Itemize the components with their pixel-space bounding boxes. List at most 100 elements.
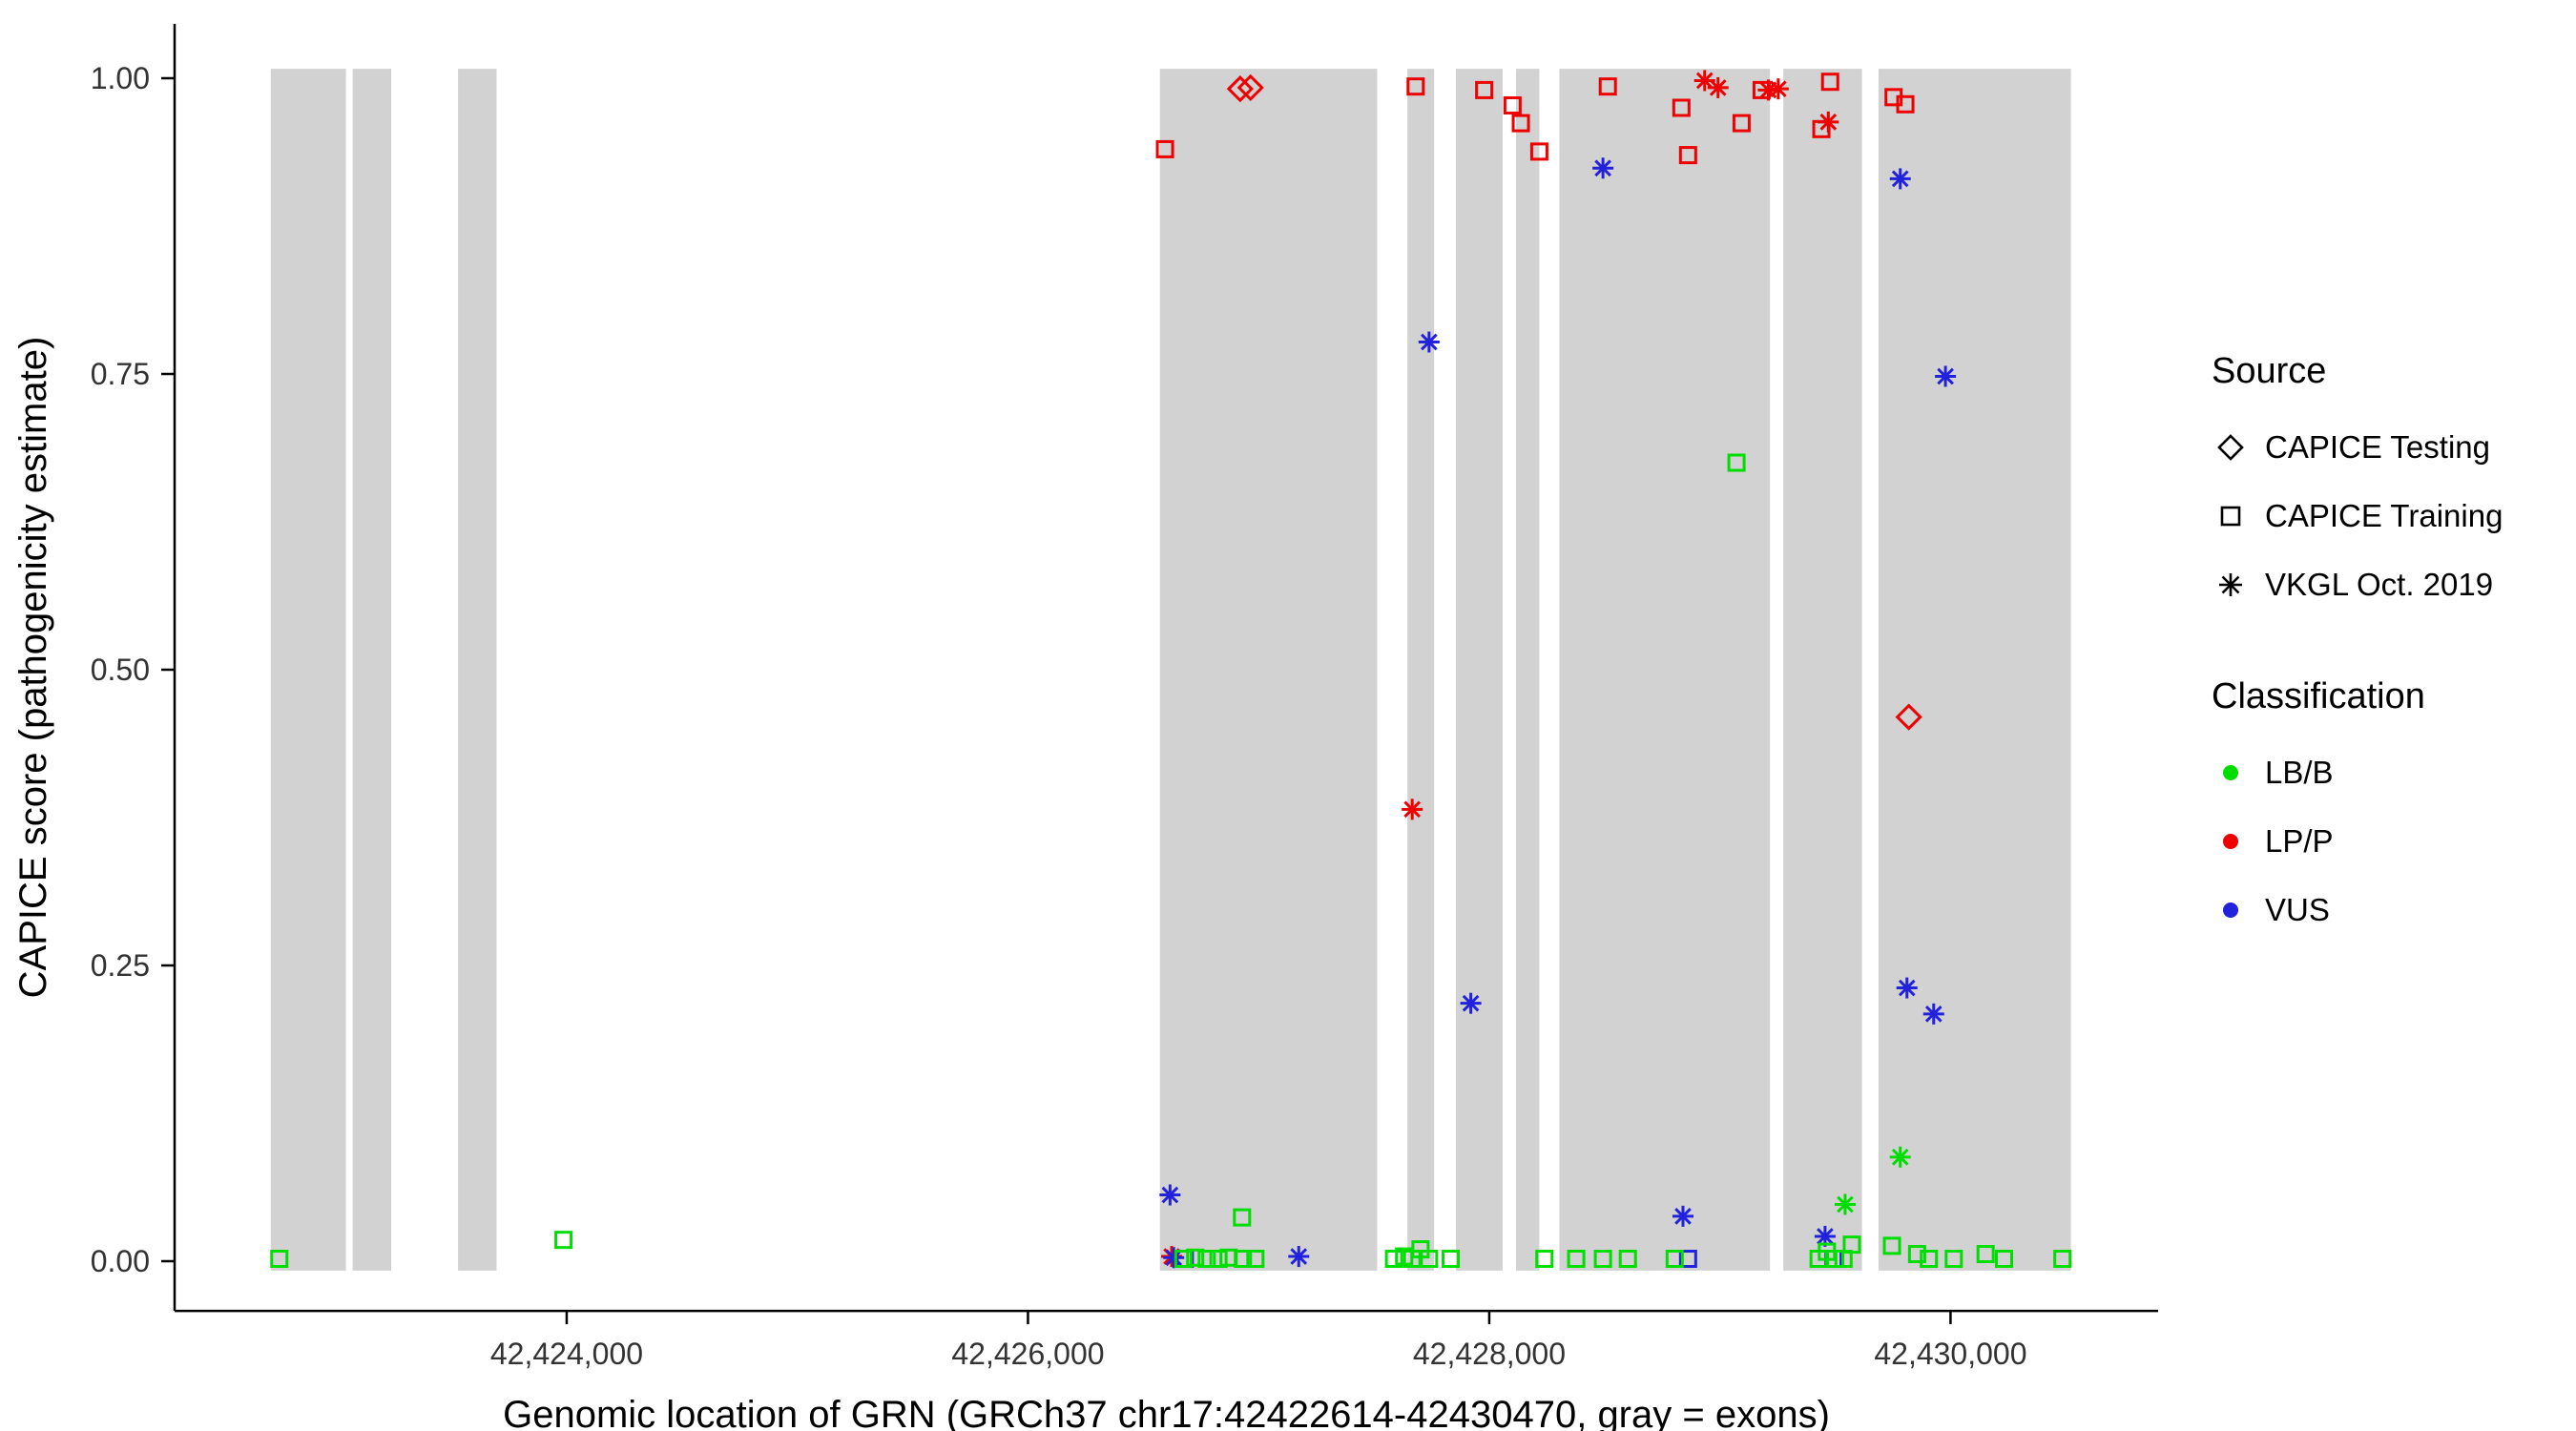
point-square (1535, 1250, 1554, 1269)
point-square (2053, 1250, 2072, 1269)
point-square (1234, 1250, 1253, 1269)
point-square (1820, 73, 1839, 92)
point-square (1907, 1245, 1926, 1264)
point-square (1503, 96, 1522, 115)
point-square (1672, 98, 1691, 117)
exon-band (1455, 69, 1503, 1271)
exon-band (1879, 69, 2071, 1271)
square-icon (2212, 495, 2265, 537)
x-tick-label: 42,430,000 (1874, 1337, 2026, 1371)
y-axis-title: CAPICE score (pathogenicity estimate) (12, 337, 54, 999)
point-asterisk (1707, 76, 1729, 98)
point-square (1155, 139, 1174, 158)
point-square (1420, 1250, 1439, 1269)
x-tick-label: 42,424,000 (490, 1337, 643, 1371)
point-asterisk (1818, 111, 1839, 133)
point-square (270, 1250, 289, 1269)
exon-band (352, 69, 391, 1271)
point-asterisk (1834, 1193, 1856, 1215)
point-asterisk (1889, 168, 1911, 190)
exon-band (270, 69, 346, 1271)
point-square (1678, 1250, 1697, 1269)
point-diamond (1895, 703, 1922, 731)
point-square (554, 1231, 573, 1250)
exon-band (458, 69, 497, 1271)
point-square (1567, 1250, 1586, 1269)
point-square (1209, 1250, 1228, 1269)
point-square (1475, 80, 1494, 99)
point-asterisk (1922, 1003, 1944, 1025)
y-tick-label: 0.75 (91, 357, 150, 391)
legend-item-vus: VUS (2212, 876, 2565, 944)
legend: Source CAPICE Testing CAPICE Training (2212, 351, 2565, 944)
point-square (1442, 1250, 1461, 1269)
point-square (1665, 1250, 1684, 1269)
asterisk-icon (2212, 564, 2265, 606)
point-square (1384, 1250, 1403, 1269)
y-tick-label: 1.00 (91, 61, 150, 95)
point-square (1678, 146, 1697, 165)
point-asterisk (1592, 157, 1614, 179)
legend-item-vkgl: VKGL Oct. 2019 (2212, 550, 2565, 619)
point-square (1618, 1250, 1637, 1269)
point-asterisk (1896, 977, 1918, 999)
point-asterisk (1672, 1205, 1694, 1227)
point-square (1732, 114, 1751, 133)
legend-item-label: VUS (2265, 892, 2330, 927)
legend-classification-group: Classification LB/B LP/P VUS (2212, 676, 2565, 944)
point-asterisk (1767, 78, 1789, 100)
legend-classification-title: Classification (2212, 676, 2425, 716)
y-tick-label: 0.50 (91, 653, 150, 687)
legend-item-label: VKGL Oct. 2019 (2265, 567, 2494, 602)
point-square (1598, 77, 1617, 96)
point-square (1896, 94, 1915, 114)
point-square (1246, 1250, 1265, 1269)
point-square (1593, 1250, 1612, 1269)
x-tick-label: 42,426,000 (951, 1337, 1104, 1371)
point-asterisk (1288, 1246, 1310, 1268)
point-diamond (1226, 75, 1254, 103)
point-square (1882, 1236, 1901, 1255)
legend-gap (2212, 619, 2565, 676)
x-axis-title: Genomic location of GRN (GRCh37 chr17:42… (503, 1394, 1830, 1431)
point-square (1233, 1208, 1252, 1227)
legend-item-lpp: LP/P (2212, 807, 2565, 876)
exon-band (1559, 69, 1771, 1271)
point-square (1920, 1250, 1939, 1269)
point-square (1186, 1248, 1205, 1267)
legend-item-label: CAPICE Testing (2265, 429, 2490, 465)
point-asterisk (1402, 798, 1423, 820)
point-asterisk (1460, 992, 1482, 1014)
point-square (1406, 77, 1425, 96)
point-asterisk (1889, 1146, 1911, 1168)
x-tick-label: 42,428,000 (1413, 1337, 1566, 1371)
point-square (1944, 1250, 1963, 1269)
point-square (1995, 1250, 2014, 1269)
point-asterisk (1159, 1184, 1181, 1206)
point-asterisk (1163, 1247, 1185, 1269)
point-square (1842, 1235, 1861, 1255)
legend-item-lbb: LB/B (2212, 738, 2565, 807)
legend-source-title: Source (2212, 351, 2327, 391)
legend-item-capice-testing: CAPICE Testing (2212, 413, 2565, 482)
point-square (1529, 142, 1548, 161)
exon-band (1515, 69, 1540, 1271)
exon-band (1407, 69, 1435, 1271)
legend-source-group: Source CAPICE Testing CAPICE Training (2212, 351, 2565, 619)
y-tick-label: 0.00 (91, 1244, 150, 1278)
blue-dot-icon (2212, 889, 2265, 931)
point-asterisk (1418, 331, 1440, 353)
point-square (1976, 1245, 1995, 1264)
point-square (1511, 114, 1530, 133)
legend-item-label: CAPICE Training (2265, 498, 2503, 533)
legend-item-label: LP/P (2265, 823, 2334, 859)
green-dot-icon (2212, 752, 2265, 794)
legend-item-capice-training: CAPICE Training (2212, 482, 2565, 550)
y-tick-label: 0.25 (91, 948, 150, 983)
diamond-icon (2212, 426, 2265, 468)
point-square (1174, 1250, 1193, 1269)
exon-band (1783, 69, 1862, 1271)
red-dot-icon (2212, 820, 2265, 862)
point-square (1197, 1250, 1216, 1269)
